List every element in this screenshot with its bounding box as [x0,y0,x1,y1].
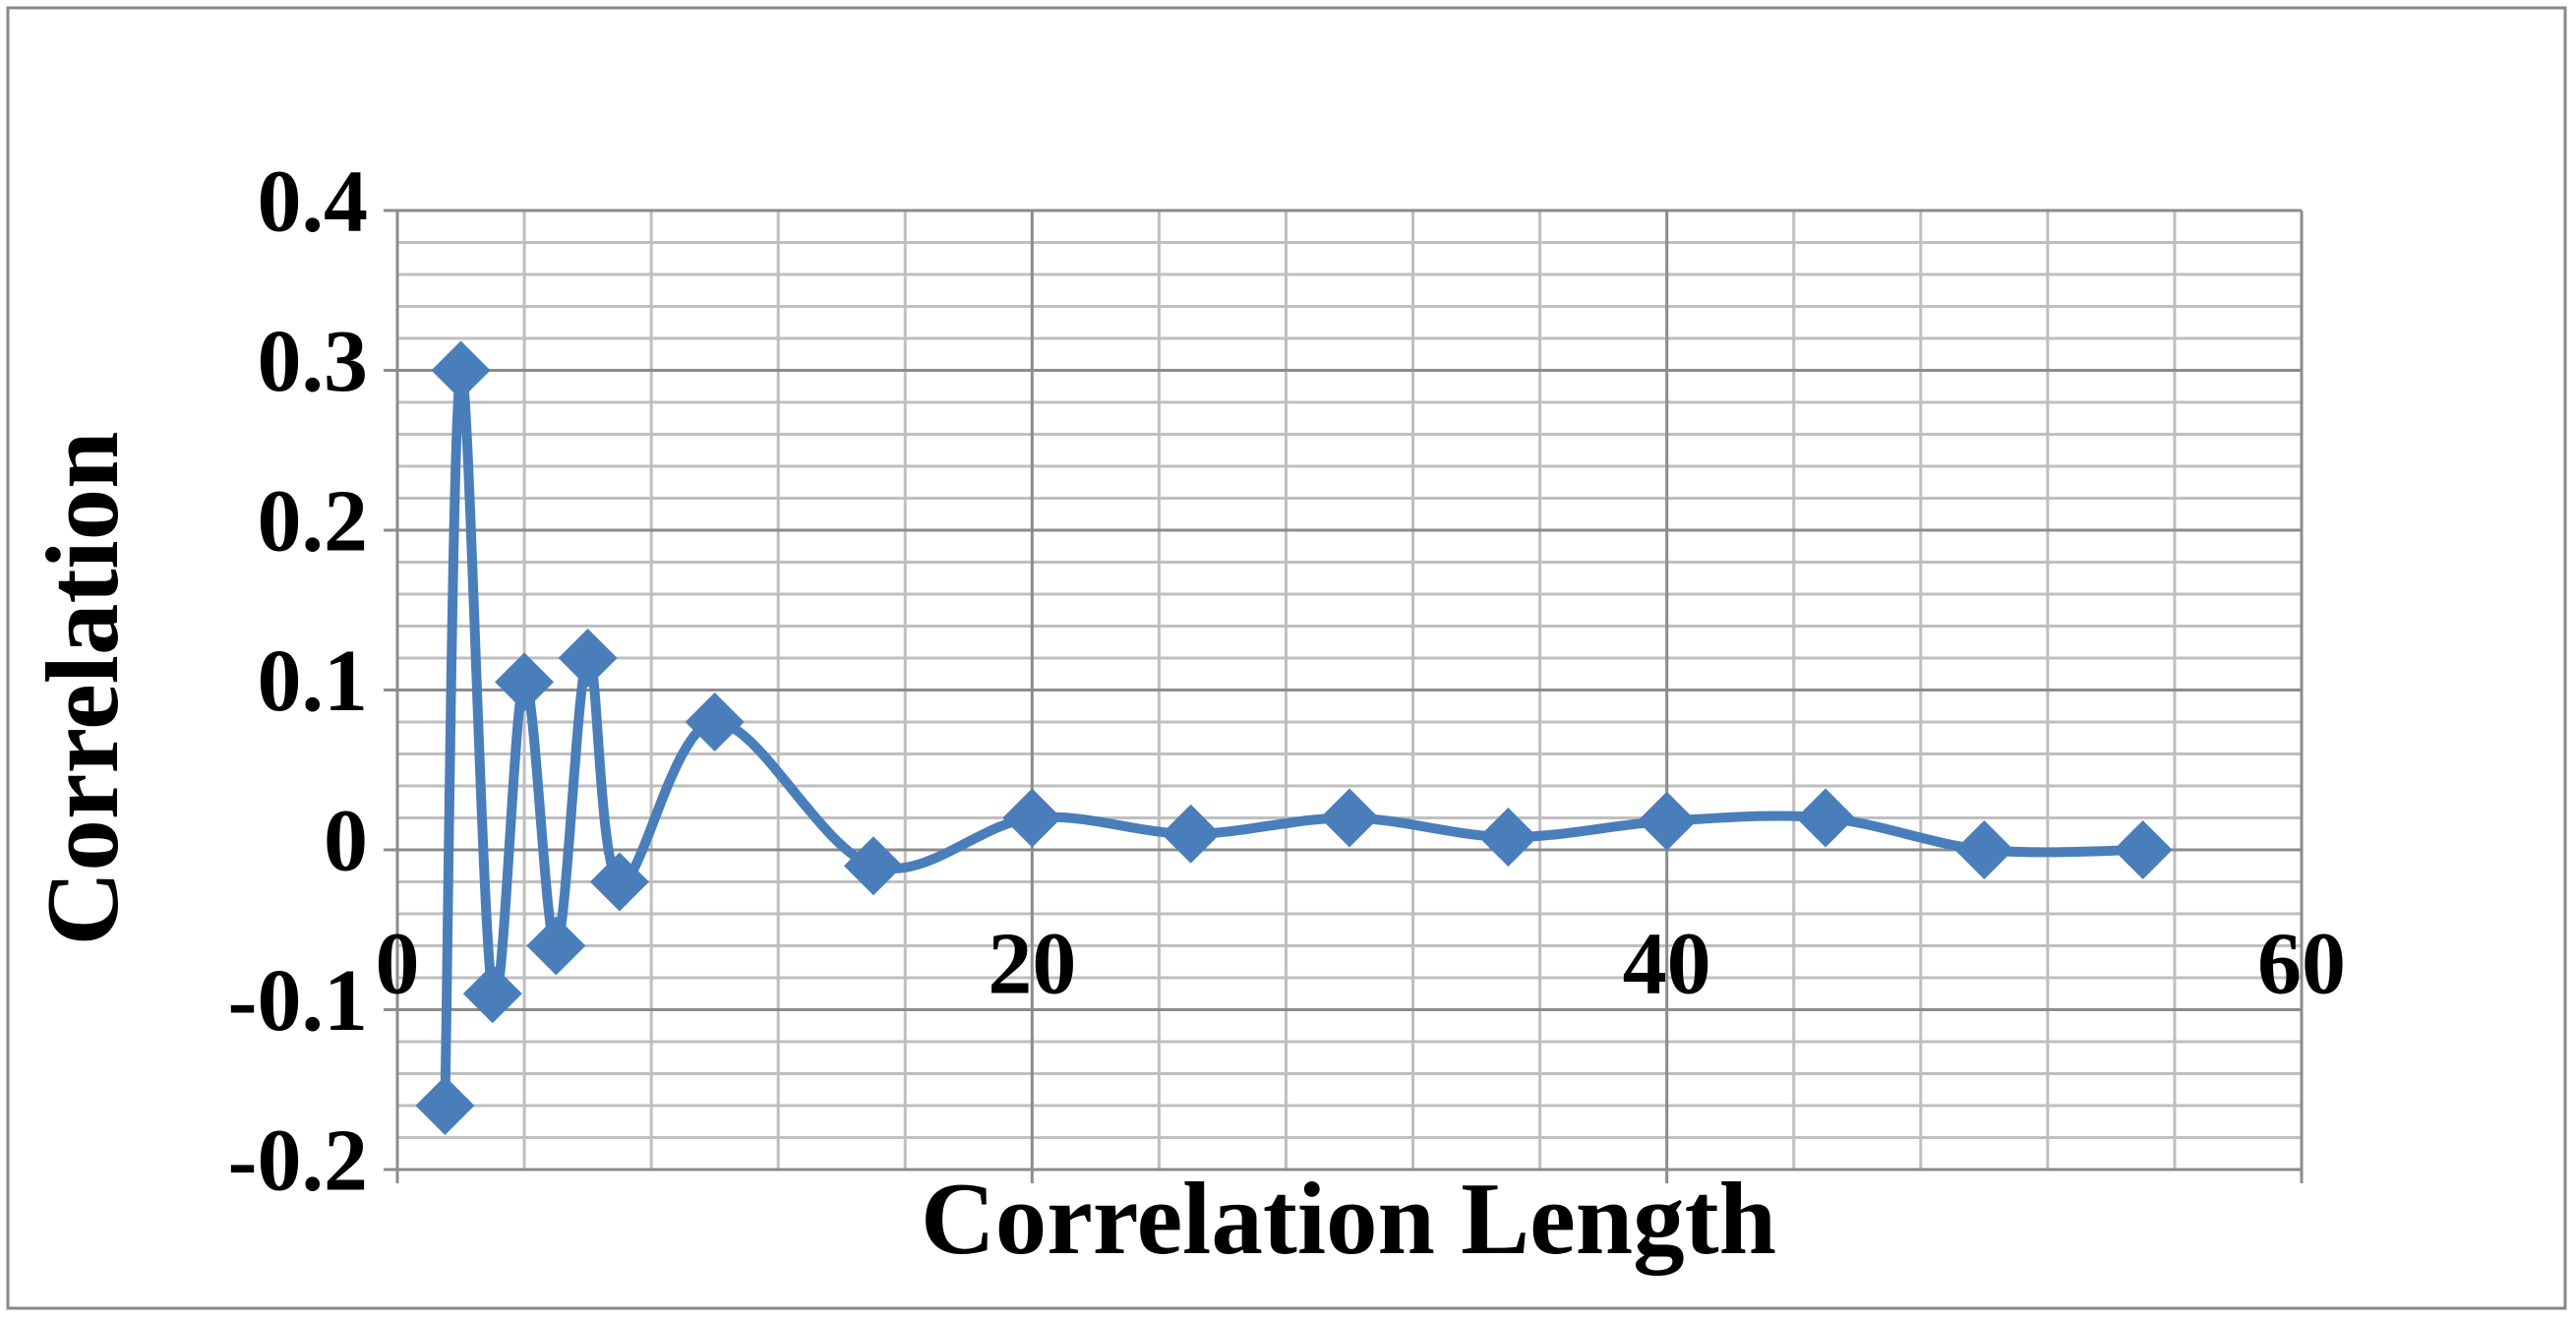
series-line [440,365,2143,1107]
y-tick-label: -0.2 [228,1112,368,1210]
data-point [844,836,903,896]
data-point [431,340,491,400]
data-point [1002,788,1062,848]
data-point [2113,820,2173,879]
y-tick-label: 0.1 [258,632,369,730]
x-tick-label: 60 [2257,916,2346,1013]
data-point [1796,788,1855,848]
y-tick-label: 0.4 [258,153,369,251]
data-point [1161,804,1221,864]
y-tick-label: 0.2 [258,473,369,571]
data-point [495,652,555,712]
y-tick-label: -0.1 [228,952,368,1050]
data-point [1954,820,2014,879]
data-point [1320,788,1379,848]
data-point [415,1076,475,1135]
data-point [1478,808,1538,867]
data-point [526,916,586,976]
y-axis-title: Correlation [25,432,140,946]
data-point [1637,791,1697,851]
data-point [685,692,745,751]
x-tick-label: 0 [376,916,420,1013]
x-axis-title: Correlation Length [921,1161,1776,1276]
y-tick-label: 0.3 [258,313,369,410]
data-point [558,629,618,688]
x-tick-label: 40 [1623,916,1711,1013]
x-tick-label: 20 [988,916,1076,1013]
data-point [462,964,522,1024]
y-tick-label: 0 [324,793,368,890]
data-point [589,852,649,912]
